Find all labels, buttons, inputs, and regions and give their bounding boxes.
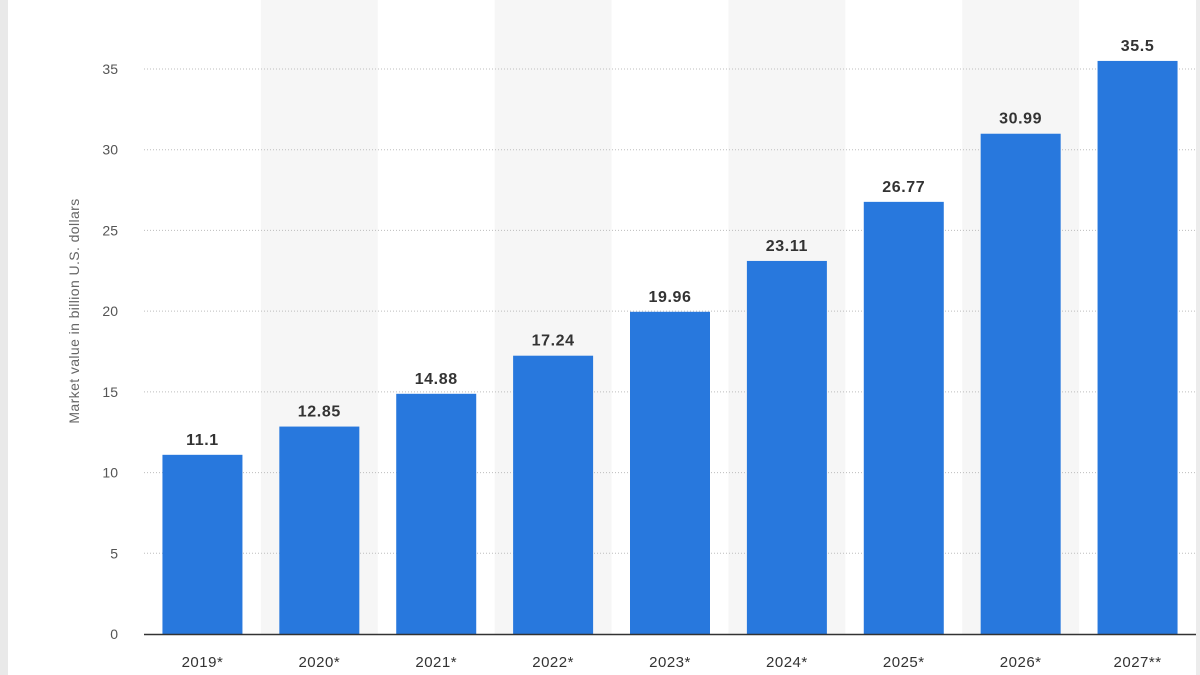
data-label: 23.11 xyxy=(766,238,808,255)
y-tick-25: 25 xyxy=(102,222,118,238)
bar-2026 xyxy=(980,133,1061,635)
x-tick-label: 2023* xyxy=(649,654,691,671)
bar-2021 xyxy=(396,393,477,634)
bar-2019 xyxy=(162,454,243,634)
data-label: 17.24 xyxy=(532,333,575,350)
y-axis-label: Market value in billion U.S. dollars xyxy=(66,198,82,423)
x-tick-label: 2019* xyxy=(182,654,224,671)
data-label: 11.1 xyxy=(186,432,219,449)
x-tick-label: 2022* xyxy=(532,654,574,671)
y-tick-35: 35 xyxy=(102,61,118,77)
data-label: 19.96 xyxy=(648,289,691,306)
x-tick-label: 2026* xyxy=(1000,654,1042,671)
left-frame-edge xyxy=(0,0,8,675)
bars xyxy=(162,60,1178,635)
bar-2020 xyxy=(279,426,360,634)
bar-2022 xyxy=(513,355,594,634)
x-tick-label: 2021* xyxy=(415,654,457,671)
bar-2027 xyxy=(1097,60,1178,634)
data-label: 14.88 xyxy=(415,371,458,388)
y-tick-5: 5 xyxy=(110,545,118,561)
y-tick-20: 20 xyxy=(102,303,118,319)
x-tick-label: 2024* xyxy=(766,654,808,671)
data-label: 35.5 xyxy=(1121,38,1155,55)
data-labels: 11.1 12.85 14.88 17.24 19.96 23.11 26.77 30.99 3… xyxy=(186,38,1154,449)
y-tick-0: 0 xyxy=(110,626,118,642)
data-label: 12.85 xyxy=(298,404,341,421)
bar-2023 xyxy=(630,311,710,634)
y-tick-10: 10 xyxy=(102,465,118,481)
x-tick-label: 2027** xyxy=(1114,654,1162,671)
x-tick-label: 2020* xyxy=(298,654,340,671)
x-tick-label: 2025* xyxy=(883,654,925,671)
y-tick-15: 15 xyxy=(102,384,118,400)
bar-2024 xyxy=(746,260,827,634)
y-tick-30: 30 xyxy=(102,142,118,158)
y-tick-labels: 0 5 10 15 20 25 30 35 xyxy=(102,61,118,642)
data-label: 26.77 xyxy=(882,179,925,196)
right-frame-edge xyxy=(1196,0,1200,675)
data-label: 30.99 xyxy=(999,111,1042,128)
bar-2025 xyxy=(863,201,944,634)
x-tick-labels: 2019* 2020* 2021* 2022* 2023* 2024* 2025* 2026*… xyxy=(182,654,1162,671)
